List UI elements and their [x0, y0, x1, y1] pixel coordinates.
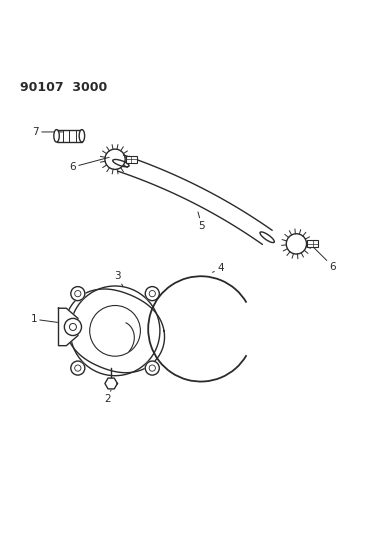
- Bar: [126, 156, 137, 163]
- Circle shape: [70, 286, 160, 376]
- Text: 7: 7: [32, 127, 62, 137]
- Text: 6: 6: [308, 242, 336, 271]
- Text: 4: 4: [213, 263, 223, 273]
- Ellipse shape: [54, 130, 59, 142]
- Text: 2: 2: [104, 390, 111, 404]
- Ellipse shape: [79, 130, 85, 142]
- Text: 1: 1: [30, 314, 62, 324]
- Text: 3: 3: [114, 271, 123, 286]
- Polygon shape: [58, 308, 78, 346]
- Circle shape: [145, 361, 159, 375]
- Text: 90107  3000: 90107 3000: [20, 81, 107, 94]
- Circle shape: [71, 287, 85, 301]
- Bar: [307, 240, 318, 247]
- Ellipse shape: [260, 232, 274, 243]
- Polygon shape: [66, 289, 165, 373]
- Circle shape: [71, 361, 85, 375]
- Bar: [57, 130, 82, 142]
- Polygon shape: [105, 378, 117, 389]
- Circle shape: [64, 318, 82, 336]
- Circle shape: [145, 287, 159, 301]
- Text: 6: 6: [69, 157, 109, 172]
- Polygon shape: [118, 155, 272, 244]
- Text: 5: 5: [198, 212, 205, 231]
- Ellipse shape: [113, 159, 129, 167]
